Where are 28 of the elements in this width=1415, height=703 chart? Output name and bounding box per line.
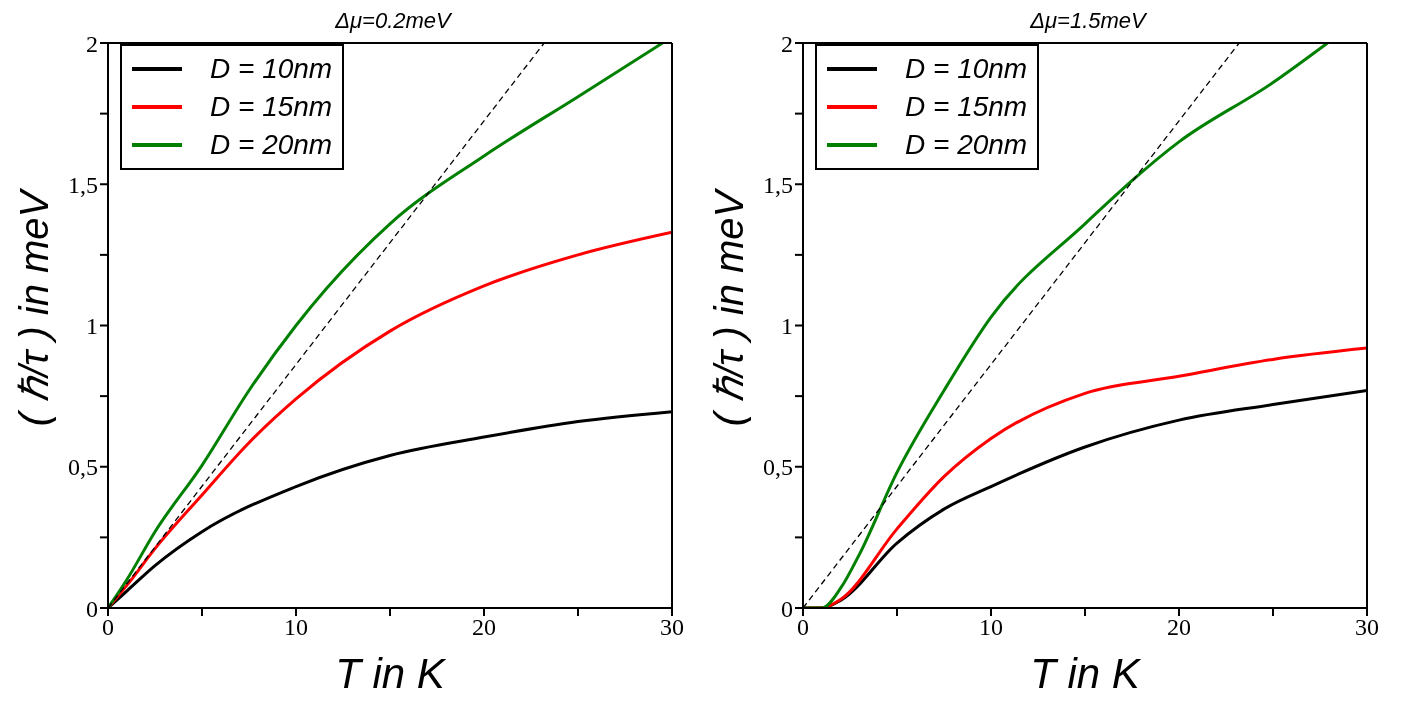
legend-label: D = 10nm xyxy=(210,53,333,85)
y-tick-label: 0 xyxy=(781,595,793,622)
y-tick-label: 1 xyxy=(781,313,793,340)
y-tick-label: 0,5 xyxy=(763,454,793,481)
y-tick-label: 0 xyxy=(86,595,98,622)
x-tick-label: 10 xyxy=(284,614,308,641)
legend-label: D = 20nm xyxy=(210,129,333,161)
chart-title: Δμ=0.2meV xyxy=(334,8,453,34)
legend-label: D = 10nm xyxy=(905,53,1028,85)
y-axis-title: ( ℏ/τ ) in meV xyxy=(706,190,753,426)
chart-title: Δμ=1.5meV xyxy=(1029,8,1148,34)
legend-label: D = 15nm xyxy=(210,91,333,123)
x-axis-title: T in K xyxy=(335,650,447,697)
y-tick-label: 1,5 xyxy=(68,171,98,198)
x-tick-label: 30 xyxy=(660,614,684,641)
legend-label: D = 20nm xyxy=(905,129,1028,161)
y-tick-label: 0,5 xyxy=(68,454,98,481)
y-tick-label: 2 xyxy=(86,30,98,57)
x-tick-label: 20 xyxy=(472,614,496,641)
x-axis-title: T in K xyxy=(1030,650,1142,697)
x-tick-label: 20 xyxy=(1167,614,1191,641)
x-tick-label: 10 xyxy=(979,614,1003,641)
legend-label: D = 15nm xyxy=(905,91,1028,123)
y-tick-label: 1,5 xyxy=(763,171,793,198)
y-tick-label: 1 xyxy=(86,313,98,340)
x-tick-label: 30 xyxy=(1355,614,1379,641)
y-tick-label: 2 xyxy=(781,30,793,57)
y-axis-title: ( ℏ/τ ) in meV xyxy=(11,190,58,426)
